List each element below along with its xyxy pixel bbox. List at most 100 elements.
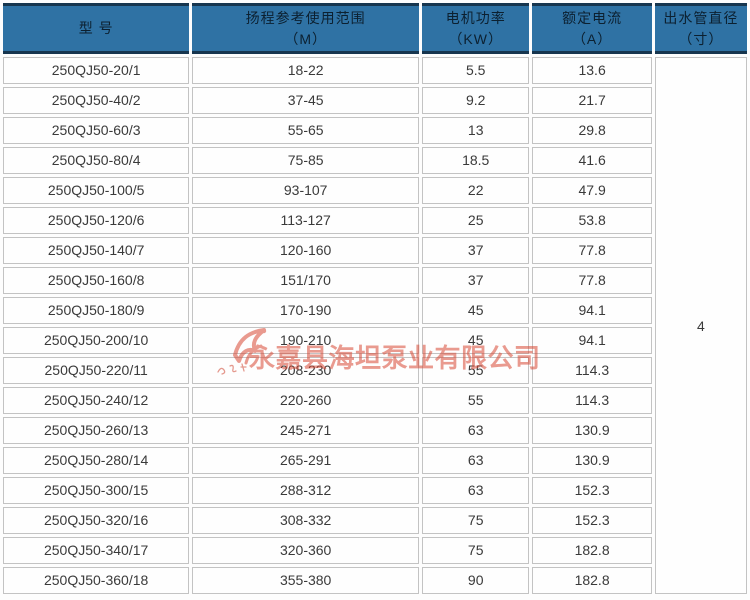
rated-current-cell: 47.9 (532, 177, 652, 204)
motor-power-cell: 63 (422, 417, 530, 444)
table-row: 250QJ50-300/15 288-312 63 152.3 (3, 477, 747, 504)
head-range-cell: 170-190 (192, 297, 420, 324)
table-row: 250QJ50-100/5 93-107 22 47.9 (3, 177, 747, 204)
rated-current-cell: 13.6 (532, 57, 652, 84)
model-cell: 250QJ50-100/5 (3, 177, 190, 204)
table-row: 250QJ50-280/14 265-291 63 130.9 (3, 447, 747, 474)
model-cell: 250QJ50-260/13 (3, 417, 190, 444)
table-row: 250QJ50-80/4 75-85 18.5 41.6 (3, 147, 747, 174)
table-row: 250QJ50-20/1 18-22 5.5 13.6 4 (3, 57, 747, 594)
column-header-motor-power: 电机功率 （KW） (422, 3, 530, 54)
rated-current-cell: 53.8 (532, 207, 652, 234)
head-range-cell: 113-127 (192, 207, 420, 234)
column-header-unit: （A） (571, 30, 613, 47)
model-cell: 250QJ50-360/18 (3, 567, 190, 594)
motor-power-cell: 63 (422, 477, 530, 504)
head-range-cell: 190-210 (192, 327, 420, 354)
model-cell: 250QJ50-300/15 (3, 477, 190, 504)
table-row: 250QJ50-120/6 113-127 25 53.8 (3, 207, 747, 234)
table-body: 250QJ50-20/1 18-22 5.5 13.6 4 250QJ50-40/2 37-… (3, 57, 747, 594)
head-range-cell: 265-291 (192, 447, 420, 474)
rated-current-cell: 77.8 (532, 267, 652, 294)
table-row: 250QJ50-40/2 37-45 9.2 21.7 (3, 87, 747, 114)
rated-current-cell: 21.7 (532, 87, 652, 114)
head-range-cell: 308-332 (192, 507, 420, 534)
column-header-label: 型 号 (78, 20, 114, 36)
motor-power-cell: 37 (422, 267, 530, 294)
model-cell: 250QJ50-180/9 (3, 297, 190, 324)
rated-current-cell: 77.8 (532, 237, 652, 264)
head-range-cell: 288-312 (192, 477, 420, 504)
head-range-cell: 245-271 (192, 417, 420, 444)
motor-power-cell: 45 (422, 327, 530, 354)
column-header-label: 电机功率 (445, 9, 506, 26)
motor-power-cell: 90 (422, 567, 530, 594)
rated-current-cell: 41.6 (532, 147, 652, 174)
table-row: 250QJ50-340/17 320-360 75 182.8 (3, 537, 747, 564)
rated-current-cell: 114.3 (532, 357, 652, 384)
table-header-row: 型 号 扬程参考使用范围 （M） 电机功率 （KW） 额定电流 （A） 出水管直… (3, 3, 747, 54)
rated-current-cell: 94.1 (532, 327, 652, 354)
rated-current-cell: 182.8 (532, 567, 652, 594)
table-row: 250QJ50-260/13 245-271 63 130.9 (3, 417, 747, 444)
motor-power-cell: 55 (422, 357, 530, 384)
motor-power-cell: 55 (422, 387, 530, 414)
motor-power-cell: 63 (422, 447, 530, 474)
head-range-cell: 37-45 (192, 87, 420, 114)
motor-power-cell: 37 (422, 237, 530, 264)
motor-power-cell: 18.5 (422, 147, 530, 174)
head-range-cell: 93-107 (192, 177, 420, 204)
motor-power-cell: 22 (422, 177, 530, 204)
outlet-diameter-merged-cell: 4 (654, 57, 747, 594)
table-row: 250QJ50-320/16 308-332 75 152.3 (3, 507, 747, 534)
model-cell: 250QJ50-240/12 (3, 387, 190, 414)
table-row: 250QJ50-180/9 170-190 45 94.1 (3, 297, 747, 324)
rated-current-cell: 29.8 (532, 117, 652, 144)
column-header-label: 额定电流 (562, 9, 623, 26)
column-header-head-range: 扬程参考使用范围 （M） (192, 3, 420, 54)
rated-current-cell: 152.3 (532, 507, 652, 534)
rated-current-cell: 94.1 (532, 297, 652, 324)
model-cell: 250QJ50-40/2 (3, 87, 190, 114)
head-range-cell: 120-160 (192, 237, 420, 264)
model-cell: 250QJ50-200/10 (3, 327, 190, 354)
table-row: 250QJ50-160/8 151/170 37 77.8 (3, 267, 747, 294)
model-cell: 250QJ50-160/8 (3, 267, 190, 294)
motor-power-cell: 25 (422, 207, 530, 234)
motor-power-cell: 75 (422, 507, 530, 534)
motor-power-cell: 13 (422, 117, 530, 144)
model-cell: 250QJ50-140/7 (3, 237, 190, 264)
model-cell: 250QJ50-80/4 (3, 147, 190, 174)
head-range-cell: 208-230 (192, 357, 420, 384)
rated-current-cell: 152.3 (532, 477, 652, 504)
rated-current-cell: 114.3 (532, 387, 652, 414)
head-range-cell: 55-65 (192, 117, 420, 144)
motor-power-cell: 75 (422, 537, 530, 564)
model-cell: 250QJ50-60/3 (3, 117, 190, 144)
table-row: 250QJ50-360/18 355-380 90 182.8 (3, 567, 747, 594)
motor-power-cell: 5.5 (422, 57, 530, 84)
model-cell: 250QJ50-120/6 (3, 207, 190, 234)
table-row: 250QJ50-240/12 220-260 55 114.3 (3, 387, 747, 414)
head-range-cell: 320-360 (192, 537, 420, 564)
head-range-cell: 75-85 (192, 147, 420, 174)
column-header-unit: （寸） (678, 30, 724, 47)
rated-current-cell: 130.9 (532, 447, 652, 474)
head-range-cell: 220-260 (192, 387, 420, 414)
column-header-outlet-diameter: 出水管直径 （寸） (654, 3, 747, 54)
rated-current-cell: 130.9 (532, 417, 652, 444)
column-header-label: 出水管直径 (663, 9, 739, 26)
table-row: 250QJ50-60/3 55-65 13 29.8 (3, 117, 747, 144)
column-header-unit: （KW） (448, 30, 503, 47)
motor-power-cell: 45 (422, 297, 530, 324)
table-row: 250QJ50-200/10 190-210 45 94.1 (3, 327, 747, 354)
rated-current-cell: 182.8 (532, 537, 652, 564)
model-cell: 250QJ50-320/16 (3, 507, 190, 534)
column-header-rated-current: 额定电流 （A） (532, 3, 652, 54)
head-range-cell: 18-22 (192, 57, 420, 84)
column-header-model: 型 号 (3, 3, 190, 54)
motor-power-cell: 9.2 (422, 87, 530, 114)
head-range-cell: 151/170 (192, 267, 420, 294)
